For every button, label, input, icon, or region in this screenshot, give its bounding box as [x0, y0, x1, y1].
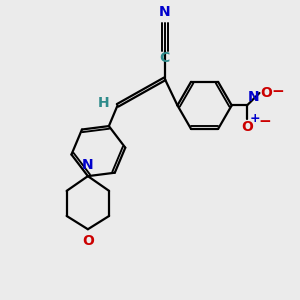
Text: −: − — [258, 115, 271, 130]
Text: C: C — [160, 51, 170, 65]
Text: +: + — [250, 112, 261, 125]
Text: N: N — [159, 5, 171, 19]
Text: N: N — [82, 158, 94, 172]
Text: −: − — [272, 84, 285, 99]
Text: O: O — [261, 86, 272, 100]
Text: O: O — [82, 234, 94, 248]
Text: O: O — [241, 121, 253, 134]
Text: N: N — [248, 90, 260, 104]
Text: H: H — [98, 96, 109, 110]
